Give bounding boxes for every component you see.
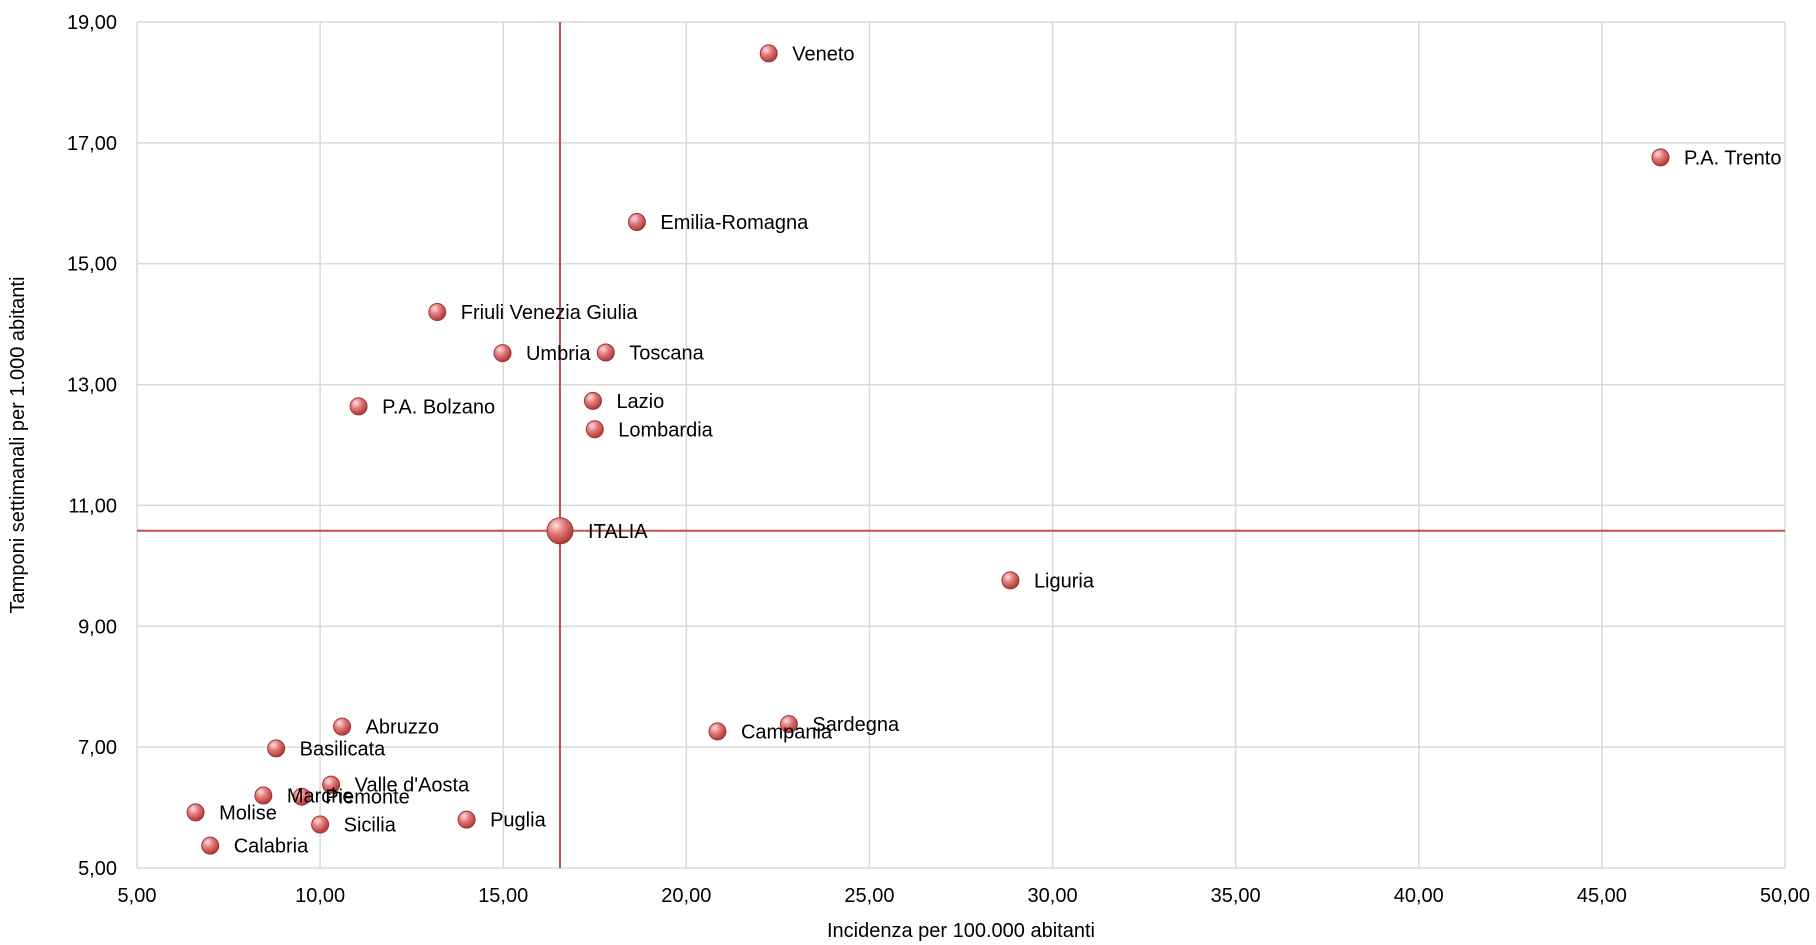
- x-tick-label: 50,00: [1760, 885, 1810, 907]
- x-tick-label: 35,00: [1211, 885, 1261, 907]
- x-tick-label: 10,00: [295, 885, 345, 907]
- data-point-lazio: [583, 391, 602, 410]
- y-tick-label: 11,00: [68, 495, 117, 517]
- x-tick-label: 5,00: [118, 885, 157, 907]
- data-point-sicilia: [311, 815, 330, 834]
- data-point-campania: [708, 722, 727, 741]
- y-axis-title: Tamponi settimanali per 1.000 abitanti: [7, 277, 29, 614]
- data-point-liguria: [1001, 571, 1020, 590]
- point-label: Valle d'Aosta: [355, 775, 471, 797]
- y-tick-label: 15,00: [67, 254, 117, 276]
- x-axis-ticks: 5,00 10,00 15,00 20,00 25,00 30,00 35,00 40,00 4…: [118, 885, 1811, 907]
- x-tick-label: 20,00: [661, 885, 711, 907]
- point-label: Calabria: [234, 836, 309, 858]
- data-point-molise: [186, 803, 205, 822]
- y-tick-label: 5,00: [78, 858, 117, 880]
- point-label: Friuli Venezia Giulia: [461, 302, 639, 324]
- x-tick-label: 25,00: [844, 885, 894, 907]
- point-label: Emilia-Romagna: [660, 212, 809, 234]
- point-labels: Veneto P.A. Trento Emilia-Romagna Friuli Ve…: [219, 43, 1781, 857]
- grid: [136, 21, 1786, 869]
- data-point-valle-d-aosta: [322, 775, 341, 794]
- point-label: Liguria: [1034, 570, 1095, 592]
- data-point-veneto: [759, 44, 778, 63]
- point-label: Lazio: [616, 391, 664, 413]
- data-point-umbria: [493, 344, 512, 363]
- data-point-sardegna: [779, 715, 798, 734]
- point-label: Puglia: [490, 810, 546, 832]
- point-label: Veneto: [792, 43, 854, 65]
- data-point-puglia: [457, 810, 476, 829]
- reference-lines: [137, 22, 1785, 868]
- data-point-lombardia: [585, 420, 604, 439]
- point-label: P.A. Bolzano: [382, 396, 495, 418]
- data-point-toscana: [596, 343, 615, 362]
- y-tick-label: 19,00: [67, 12, 117, 34]
- y-tick-label: 13,00: [67, 375, 117, 397]
- data-point-marche: [254, 786, 273, 805]
- x-tick-label: 40,00: [1394, 885, 1444, 907]
- x-tick-label: 15,00: [478, 885, 528, 907]
- point-label: P.A. Trento: [1684, 147, 1781, 169]
- y-tick-label: 7,00: [78, 737, 117, 759]
- data-point-basilicata: [267, 739, 286, 758]
- data-point-calabria: [201, 836, 220, 855]
- point-label: Toscana: [629, 343, 704, 365]
- point-label: Abruzzo: [366, 717, 439, 739]
- data-point-italia: [546, 517, 574, 545]
- data-point-abruzzo: [333, 717, 352, 736]
- y-tick-label: 17,00: [67, 133, 117, 155]
- x-tick-label: 30,00: [1028, 885, 1078, 907]
- point-label: Sardegna: [812, 714, 900, 736]
- point-label: Piemonte: [325, 787, 410, 809]
- point-label: Umbria: [526, 343, 591, 365]
- data-point-friuli-venezia-giulia: [428, 303, 447, 322]
- data-point-p-a-trento: [1651, 148, 1670, 167]
- data-point-p-a-bolzano: [349, 397, 368, 416]
- point-label: Marche: [287, 785, 354, 807]
- y-tick-label: 9,00: [78, 616, 117, 638]
- point-label: Campania: [741, 721, 833, 743]
- y-axis-ticks: 5,00 7,00 9,00 11,00 13,00 15,00 17,00 19,00: [67, 12, 117, 880]
- point-label: Molise: [219, 802, 277, 824]
- point-label: Lombardia: [618, 419, 713, 441]
- data-point-piemonte: [292, 787, 311, 806]
- data-point-emilia-romagna: [627, 213, 646, 232]
- x-tick-label: 45,00: [1577, 885, 1627, 907]
- point-label: ITALIA: [588, 521, 648, 543]
- x-axis-title: Incidenza per 100.000 abitanti: [827, 920, 1095, 942]
- point-label: Sicilia: [344, 814, 397, 836]
- data-points: [186, 44, 1670, 855]
- point-label: Basilicata: [300, 738, 386, 760]
